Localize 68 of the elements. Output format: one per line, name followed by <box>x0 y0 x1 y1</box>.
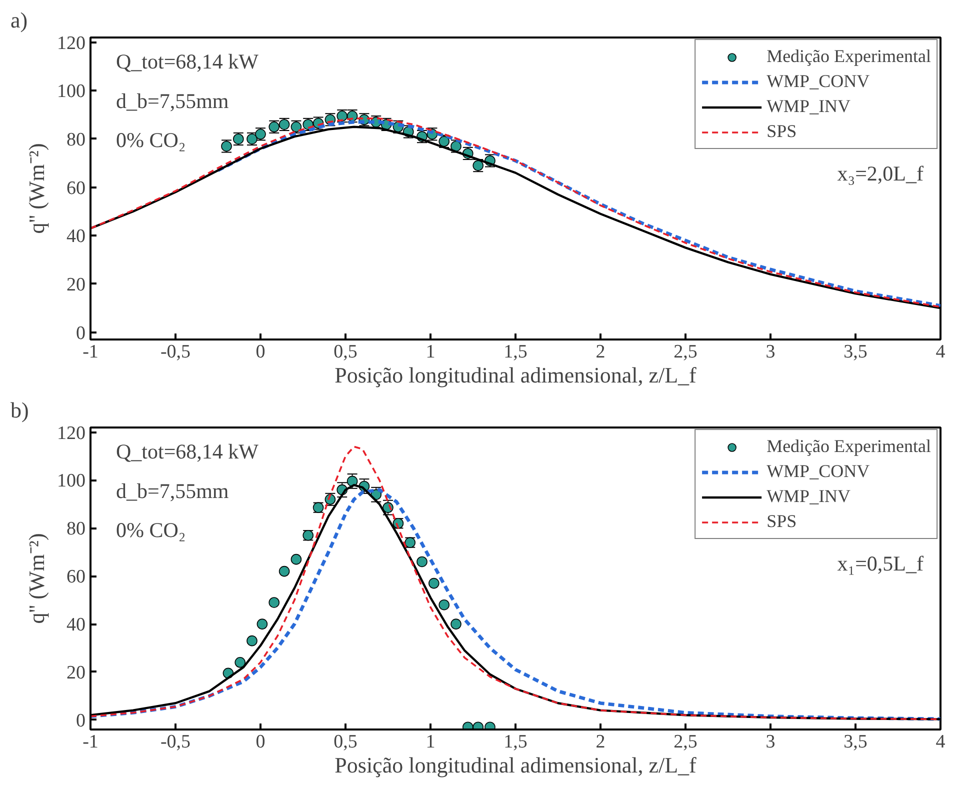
legend-label: SPS <box>766 511 797 532</box>
y-tick-label: 60 <box>66 566 86 588</box>
x-tick-label: 3,5 <box>844 732 868 752</box>
x-axis-title: Posição longitudinal adimensional, z/L_f <box>334 362 698 388</box>
x-tick-label: -1 <box>82 342 98 362</box>
y-axis-title: q'' (Wm⁻²) <box>24 143 49 234</box>
x-tick-label: 4 <box>936 342 946 362</box>
y-tick-label: 100 <box>57 81 86 102</box>
point <box>290 554 302 565</box>
point <box>438 599 450 610</box>
annotation: x₁=0,5L_f <box>837 551 924 576</box>
y-tick-label: 120 <box>57 32 86 54</box>
legend-label: SPS <box>766 121 797 142</box>
x-tick-label: 3 <box>766 342 776 362</box>
annotation: Q_tot=68,14 kW <box>116 440 259 464</box>
legend-label: Medição Experimental <box>766 46 931 67</box>
y-tick-label: 0 <box>76 710 86 732</box>
y-tick-label: 60 <box>66 178 86 199</box>
annotation: 0% CO₂ <box>116 128 186 152</box>
x-tick-label: 0 <box>256 342 266 362</box>
x-tick-label: 2 <box>596 732 606 752</box>
annotation: d_b=7,55mm <box>116 478 229 503</box>
annotation: x₃=2,0L_f <box>837 161 924 186</box>
x-tick-label: 1,5 <box>504 732 528 752</box>
y-tick-label: 80 <box>66 518 86 540</box>
legend-label: Medição Experimental <box>766 436 931 457</box>
x-tick-label: 2 <box>596 342 606 362</box>
legend-label: WMP_CONV <box>766 461 870 482</box>
annotation: Q_tot=68,14 kW <box>116 50 259 74</box>
x-tick-label: 1 <box>426 732 436 752</box>
x-tick-label: 0,5 <box>334 342 358 362</box>
annotation: d_b=7,55mm <box>116 88 229 113</box>
legend-label: WMP_INV <box>766 96 851 117</box>
y-tick-label: 20 <box>66 662 86 684</box>
x-tick-label: 4 <box>936 732 946 752</box>
y-tick-label: 120 <box>57 422 86 444</box>
point <box>428 578 440 589</box>
legend-label: WMP_CONV <box>766 71 870 92</box>
point <box>450 618 462 630</box>
y-tick-label: 20 <box>66 274 86 296</box>
chart-title: b) <box>10 398 29 422</box>
x-tick-label: -1 <box>82 732 98 752</box>
y-tick-label: 100 <box>57 470 86 492</box>
point <box>278 566 290 577</box>
x-tick-label: 1,5 <box>504 342 528 362</box>
x-tick-label: -0,5 <box>160 342 191 362</box>
x-tick-label: 2,5 <box>674 342 698 362</box>
y-axis-title: q'' (Wm⁻²) <box>24 533 49 624</box>
point <box>234 657 246 668</box>
y-tick-label: 80 <box>66 129 86 150</box>
x-tick-label: 3,5 <box>844 342 868 362</box>
legend-label: WMP_INV <box>766 486 851 507</box>
point <box>268 597 280 608</box>
x-tick-label: 0,5 <box>334 732 358 752</box>
x-tick-label: 2,5 <box>674 732 698 752</box>
point <box>416 556 428 568</box>
point <box>256 618 268 630</box>
chart-title: a) <box>10 8 28 32</box>
point <box>246 635 258 646</box>
x-tick-label: -0,5 <box>160 732 191 752</box>
x-tick-label: 1 <box>426 342 436 362</box>
y-tick-label: 40 <box>66 226 86 248</box>
x-tick-label: 0 <box>256 732 266 752</box>
annotation: 0% CO₂ <box>116 518 186 542</box>
y-tick-label: 0 <box>76 322 86 344</box>
x-axis-title: Posição longitudinal adimensional, z/L_f <box>334 752 698 778</box>
x-tick-label: 3 <box>766 732 776 752</box>
y-tick-label: 40 <box>66 614 86 636</box>
